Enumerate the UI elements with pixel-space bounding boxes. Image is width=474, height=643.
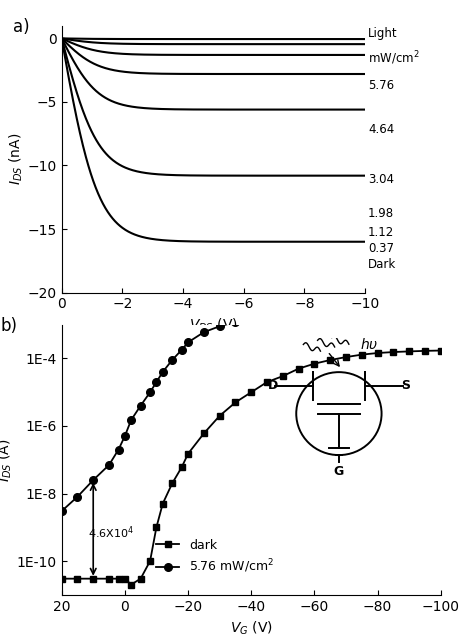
dark (160, 500, 165, 507)
5.76 mW/cm$^2$ (160, 368, 165, 376)
dark (128, 581, 134, 588)
Text: 4.6X10$^4$: 4.6X10$^4$ (89, 524, 135, 541)
Y-axis label: $I_{DS}$ (A): $I_{DS}$ (A) (0, 438, 14, 482)
dark (154, 523, 159, 531)
5.76 mW/cm$^2$ (91, 476, 96, 484)
5.76 mW/cm$^2$ (59, 507, 64, 515)
5.76 mW/cm$^2$ (128, 416, 134, 424)
5.76 mW/cm$^2$ (147, 388, 153, 396)
X-axis label: $V_G$ (V): $V_G$ (V) (230, 619, 273, 637)
dark (296, 365, 301, 372)
5.76 mW/cm$^2$ (106, 461, 112, 469)
5.76 mW/cm$^2$ (359, 307, 365, 315)
dark (328, 356, 333, 364)
dark (106, 575, 112, 583)
5.76 mW/cm$^2$ (138, 402, 144, 410)
5.76 mW/cm$^2$ (122, 432, 128, 440)
dark (147, 557, 153, 565)
5.76 mW/cm$^2$ (422, 307, 428, 314)
5.76 mW/cm$^2$ (280, 311, 286, 318)
5.76 mW/cm$^2$ (217, 322, 222, 330)
dark (233, 399, 238, 406)
dark (138, 575, 144, 583)
dark (311, 360, 317, 368)
Text: 4.64: 4.64 (368, 123, 394, 136)
Text: D: D (268, 379, 278, 392)
Text: Light: Light (368, 27, 398, 41)
5.76 mW/cm$^2$ (391, 307, 396, 314)
5.76 mW/cm$^2$ (296, 309, 301, 317)
5.76 mW/cm$^2$ (248, 315, 254, 323)
dark (248, 388, 254, 396)
Text: a): a) (13, 18, 30, 36)
dark (264, 378, 270, 386)
dark (116, 575, 121, 583)
5.76 mW/cm$^2$ (201, 329, 207, 336)
5.76 mW/cm$^2$ (375, 307, 381, 314)
Y-axis label: $I_{DS}$ (nA): $I_{DS}$ (nA) (7, 133, 25, 185)
5.76 mW/cm$^2$ (233, 318, 238, 326)
dark (217, 412, 222, 420)
Line: dark: dark (58, 347, 444, 588)
Text: $h\upsilon$: $h\upsilon$ (360, 337, 379, 352)
Text: 3.04: 3.04 (368, 173, 394, 186)
Line: 5.76 mW/cm$^2$: 5.76 mW/cm$^2$ (58, 306, 445, 515)
dark (406, 348, 412, 356)
5.76 mW/cm$^2$ (406, 307, 412, 314)
dark (185, 450, 191, 458)
Text: 1.98: 1.98 (368, 207, 394, 221)
dark (343, 353, 349, 361)
dark (201, 430, 207, 437)
5.76 mW/cm$^2$ (179, 346, 184, 354)
5.76 mW/cm$^2$ (343, 307, 349, 315)
Text: 1.12: 1.12 (368, 226, 394, 239)
dark (59, 575, 64, 583)
5.76 mW/cm$^2$ (264, 312, 270, 320)
dark (122, 575, 128, 583)
dark (375, 349, 381, 357)
X-axis label: $V_{DS}$ (V): $V_{DS}$ (V) (189, 317, 238, 334)
Text: 0.37: 0.37 (368, 242, 394, 255)
5.76 mW/cm$^2$ (74, 493, 80, 501)
Text: G: G (334, 465, 344, 478)
dark (391, 349, 396, 356)
Text: Dark: Dark (368, 258, 396, 271)
5.76 mW/cm$^2$ (311, 309, 317, 316)
5.76 mW/cm$^2$ (438, 306, 444, 314)
dark (91, 575, 96, 583)
dark (438, 347, 444, 354)
dark (74, 575, 80, 583)
Text: S: S (401, 379, 410, 392)
5.76 mW/cm$^2$ (328, 308, 333, 316)
5.76 mW/cm$^2$ (185, 338, 191, 346)
5.76 mW/cm$^2$ (169, 356, 175, 364)
dark (422, 347, 428, 355)
Text: 5.76: 5.76 (368, 79, 394, 92)
dark (179, 464, 184, 471)
Text: b): b) (1, 316, 18, 334)
dark (169, 480, 175, 487)
Text: mW/cm$^2$: mW/cm$^2$ (368, 49, 419, 66)
Legend: dark, 5.76 mW/cm$^2$: dark, 5.76 mW/cm$^2$ (151, 534, 279, 581)
dark (280, 372, 286, 380)
5.76 mW/cm$^2$ (116, 446, 121, 453)
5.76 mW/cm$^2$ (154, 378, 159, 386)
dark (359, 351, 365, 359)
